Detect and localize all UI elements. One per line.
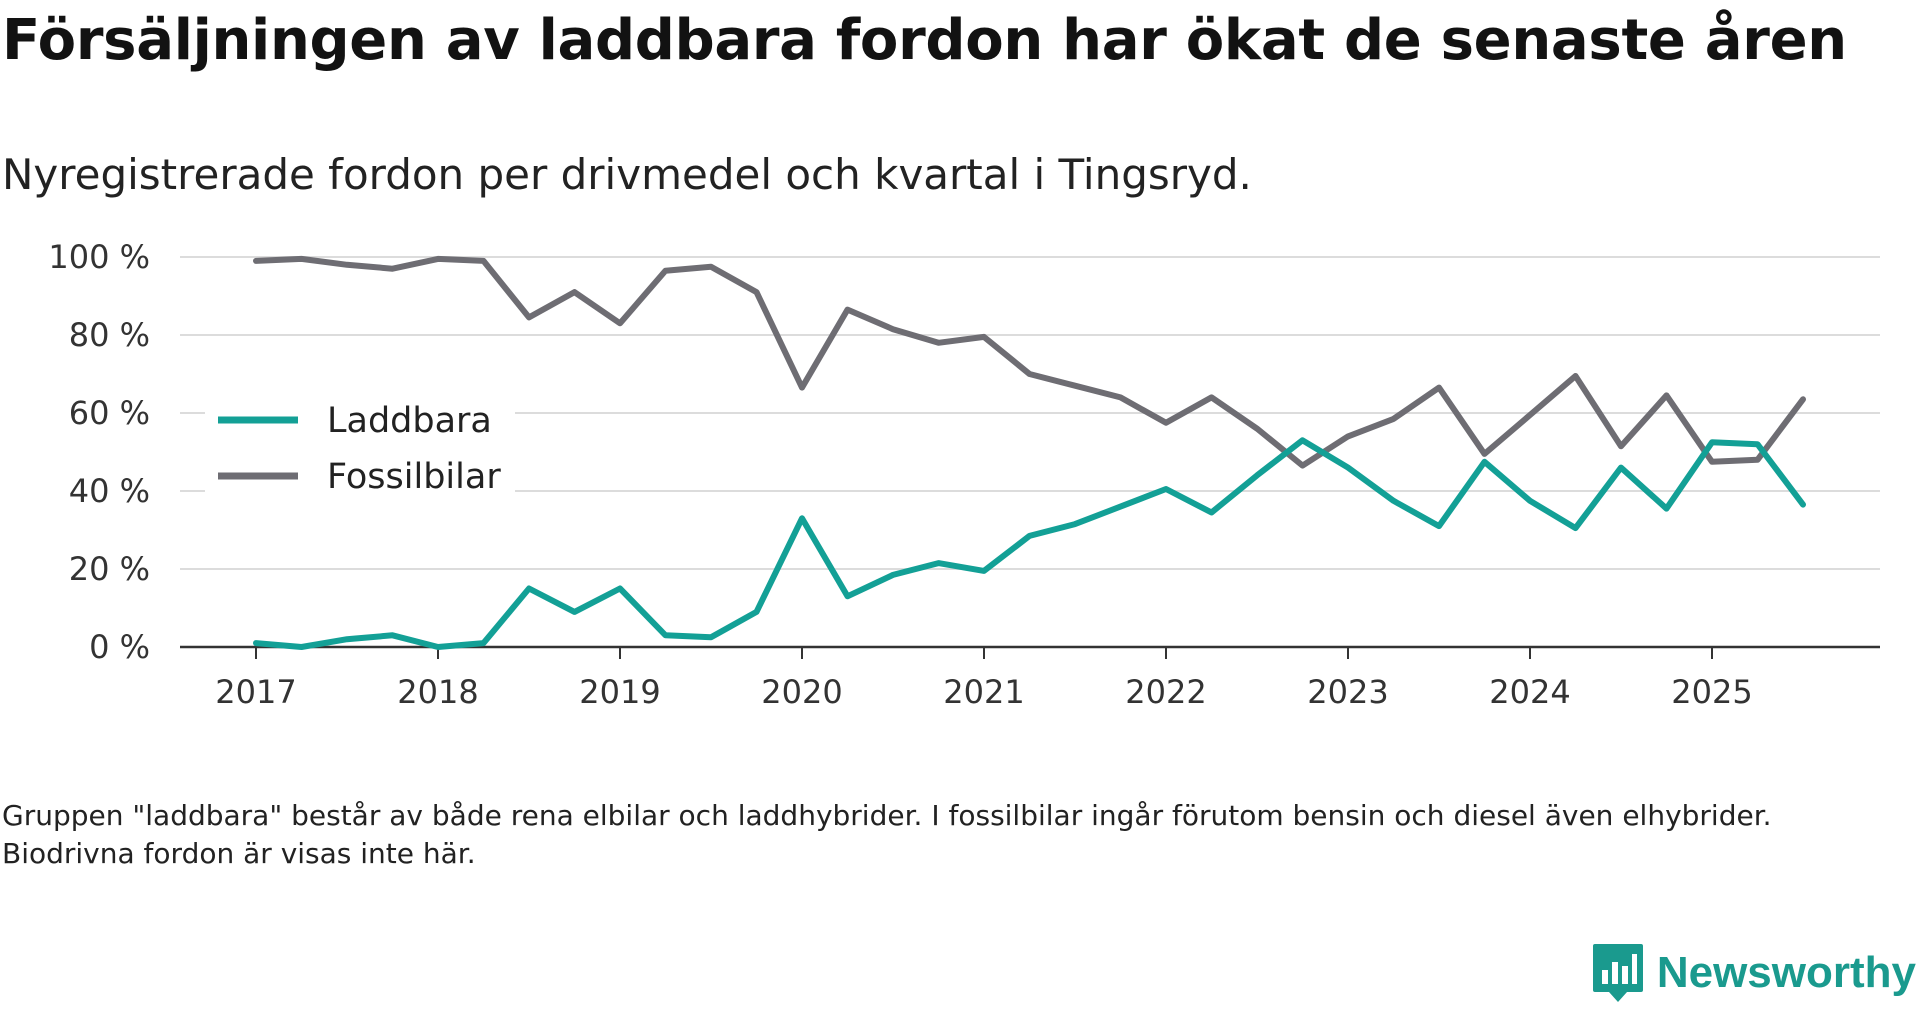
newsworthy-logo-icon — [1592, 944, 1643, 1002]
y-axis: 0 % 20 % 40 % 60 % 80 % 100 % — [48, 238, 150, 666]
x-tick-label: 2023 — [1307, 673, 1388, 711]
y-tick-label: 60 % — [69, 394, 150, 432]
brand-name: Newsworthy — [1656, 948, 1916, 997]
x-tick-label: 2018 — [397, 673, 478, 711]
y-tick-label: 80 % — [69, 316, 150, 354]
x-tick-label: 2019 — [579, 673, 660, 711]
y-tick-label: 40 % — [69, 472, 150, 510]
x-tick-label: 2024 — [1489, 673, 1570, 711]
series-line-laddbara — [253, 437, 1806, 650]
page-title: Försäljningen av laddbara fordon har öka… — [2, 8, 1847, 73]
line-chart: 0 % 20 % 40 % 60 % 80 % 100 % 2017 2018 2019 202… — [48, 238, 1880, 711]
y-tick-label: 100 % — [48, 238, 150, 276]
series-lines — [253, 255, 1806, 650]
x-tick-label: 2017 — [215, 673, 296, 711]
y-tick-label: 0 % — [89, 628, 150, 666]
x-axis: 2017 2018 2019 2020 2021 2022 2023 2024 2025 — [180, 645, 1880, 711]
chart-subtitle: Nyregistrerade fordon per drivmedel och … — [2, 150, 1252, 199]
x-tick-label: 2021 — [943, 673, 1024, 711]
legend-label: Fossilbilar — [327, 457, 501, 497]
legend: Laddbara Fossilbilar — [205, 385, 515, 525]
x-tick-label: 2025 — [1671, 673, 1752, 711]
legend-background — [205, 385, 515, 525]
y-tick-label: 20 % — [69, 550, 150, 588]
x-tick-label: 2020 — [761, 673, 842, 711]
legend-label: Laddbara — [327, 401, 492, 441]
footnote: Gruppen "laddbara" består av både rena e… — [2, 799, 1772, 870]
brand-logo: Newsworthy — [1591, 941, 1916, 1005]
series-line-fossilbilar — [253, 255, 1806, 469]
x-tick-label: 2022 — [1125, 673, 1206, 711]
